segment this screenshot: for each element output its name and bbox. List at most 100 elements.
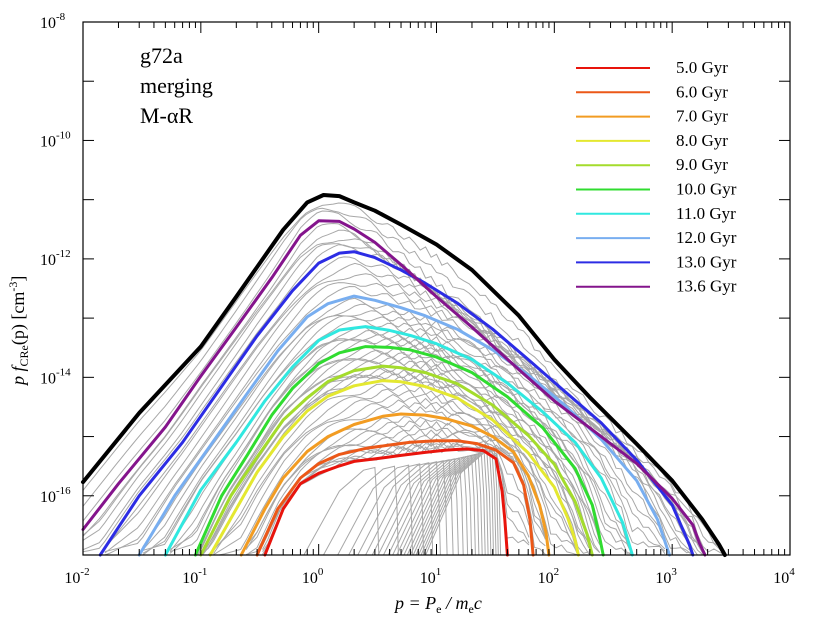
x-axis-title-end: c — [474, 593, 482, 613]
x-tick-base: 10 — [655, 570, 671, 587]
x-tick-base: 10 — [182, 570, 198, 587]
info-line-3: M-αR — [140, 103, 193, 128]
intermediate-spectrum — [169, 329, 633, 552]
legend-label: 5.0 Gyr — [676, 58, 728, 77]
series-line-50 — [263, 447, 509, 557]
x-tick-exp: -2 — [80, 566, 89, 578]
legend-label: 11.0 Gyr — [676, 204, 736, 223]
intermediate-spectrum — [202, 366, 590, 556]
series-line-70 — [239, 412, 551, 557]
legend-label: 10.0 Gyr — [676, 180, 737, 199]
y-tick-base: 10 — [40, 15, 56, 32]
x-tick-label: 103 — [655, 566, 677, 587]
x-axis-title-sub1: e — [436, 602, 441, 616]
x-axis-title-main: p = P — [393, 593, 436, 613]
intermediate-spectrum — [196, 353, 601, 554]
x-tick-exp: -1 — [198, 566, 207, 578]
x-tick-base: 10 — [773, 570, 789, 587]
y-axis-title-sup: -3 — [6, 282, 20, 292]
y-tick-base: 10 — [40, 252, 56, 269]
intermediate-spectrum — [82, 222, 704, 555]
intermediate-spectrum — [82, 207, 726, 552]
info-text: g72a merging M-αR — [140, 43, 213, 128]
intermediate-spectrum — [142, 297, 666, 548]
info-line-1: g72a — [140, 43, 183, 68]
info-line-2: merging — [140, 73, 213, 98]
x-tick-base: 10 — [64, 570, 80, 587]
early-spectrum — [337, 464, 414, 556]
legend: 5.0 Gyr 6.0 Gyr 7.0 Gyr 8.0 Gyr 9.0 Gyr 10.0 … — [576, 58, 737, 296]
series-line-90 — [199, 364, 594, 557]
intermediate-spectrum — [213, 383, 579, 556]
y-axis-title-mid: (p) [cm — [8, 292, 29, 345]
y-tick-exp: -8 — [56, 11, 66, 23]
intermediate-spectrum — [82, 202, 726, 556]
intermediate-spectrum — [213, 388, 579, 556]
series-line-total — [81, 193, 727, 557]
y-axis-title-end: ] — [8, 276, 28, 282]
y-tick-label: 10-10 — [40, 129, 71, 150]
y-tick-exp: -14 — [56, 366, 71, 378]
early-spectrum — [365, 461, 441, 556]
y-tick-label: 10-8 — [40, 11, 66, 32]
legend-label: 8.0 Gyr — [676, 131, 728, 150]
series-lines-group — [81, 193, 727, 557]
tick-labels: 10-2 10-1 100 101 102 103 10410-1610-1410-1210… — [40, 11, 795, 587]
x-tick-label: 10-1 — [182, 566, 207, 587]
intermediate-spectrum — [245, 419, 546, 547]
series-line-130 — [98, 250, 695, 557]
intermediate-spectrum — [245, 428, 546, 556]
x-tick-base: 10 — [302, 570, 318, 587]
axis-ticks — [82, 22, 791, 556]
series-line-80 — [208, 379, 580, 557]
series-line-110 — [163, 325, 634, 557]
legend-label: 7.0 Gyr — [676, 107, 728, 126]
legend-label: 9.0 Gyr — [676, 155, 728, 174]
y-axis-title-sub: CRe — [17, 345, 31, 366]
x-tick-exp: 3 — [671, 566, 677, 578]
x-tick-exp: 0 — [318, 566, 324, 578]
x-tick-base: 10 — [538, 570, 554, 587]
intermediate-spectrum — [142, 315, 666, 555]
intermediate-spectrum — [104, 273, 693, 554]
y-tick-exp: -12 — [56, 248, 71, 260]
early-spectrum — [357, 462, 434, 556]
x-tick-base: 10 — [420, 570, 436, 587]
x-tick-label: 10-2 — [64, 566, 89, 587]
y-tick-exp: -10 — [56, 129, 71, 141]
y-axis-title: p fCRe(p) [cm-3] — [6, 276, 31, 387]
x-axis-title-sub2: e — [468, 602, 473, 616]
legend-label: 12.0 Gyr — [676, 228, 737, 247]
early-spectrum — [348, 463, 425, 556]
series-line-100 — [193, 345, 605, 557]
y-tick-base: 10 — [40, 133, 56, 150]
series-line-60 — [255, 439, 535, 557]
y-tick-label: 10-16 — [40, 485, 71, 506]
legend-label: 6.0 Gyr — [676, 82, 728, 101]
x-tick-label: 100 — [302, 566, 324, 587]
x-tick-label: 102 — [538, 566, 560, 587]
y-tick-base: 10 — [40, 370, 56, 387]
intermediate-spectrum — [82, 229, 704, 550]
x-axis-title: p = Pe / mec — [393, 593, 482, 616]
y-axis-title-main: p f — [8, 364, 28, 388]
x-tick-exp: 4 — [789, 566, 795, 578]
y-tick-label: 10-14 — [40, 366, 71, 387]
series-line-120 — [137, 294, 671, 557]
x-tick-label: 101 — [420, 566, 442, 587]
legend-label: 13.6 Gyr — [676, 277, 737, 296]
x-tick-exp: 1 — [436, 566, 442, 578]
x-tick-label: 104 — [773, 566, 795, 587]
y-tick-base: 10 — [40, 489, 56, 506]
legend-label: 13.0 Gyr — [676, 252, 737, 271]
early-spectrum — [425, 448, 502, 556]
y-tick-exp: -16 — [56, 485, 71, 497]
intermediate-spectrum — [142, 310, 666, 556]
x-tick-exp: 2 — [554, 566, 560, 578]
intermediate-spectrum — [169, 334, 633, 556]
x-axis-title-mid: / m — [441, 593, 468, 613]
series-line-136 — [81, 219, 707, 557]
intermediate-spectrum — [142, 303, 666, 551]
intermediate-spectrum — [196, 349, 601, 556]
